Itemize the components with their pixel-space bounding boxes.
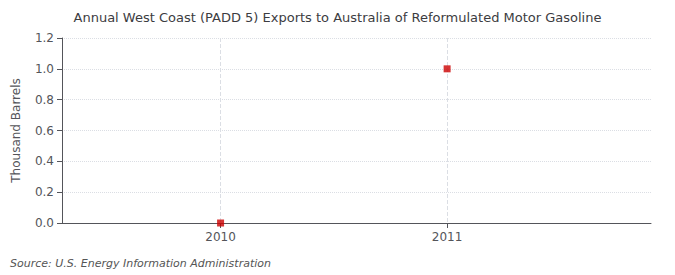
svg-text:1.2: 1.2 — [35, 31, 54, 45]
svg-text:2010: 2010 — [205, 230, 236, 244]
svg-text:Thousand Barrels: Thousand Barrels — [9, 78, 23, 183]
svg-text:Source: U.S. Energy Informatio: Source: U.S. Energy Information Administ… — [10, 257, 271, 270]
svg-text:Annual West Coast (PADD 5) Exp: Annual West Coast (PADD 5) Exports to Au… — [74, 10, 602, 25]
svg-text:0.0: 0.0 — [35, 216, 54, 230]
svg-text:0.2: 0.2 — [35, 185, 54, 199]
svg-text:0.8: 0.8 — [35, 93, 54, 107]
svg-text:2011: 2011 — [432, 230, 463, 244]
svg-text:1.0: 1.0 — [35, 62, 54, 76]
svg-text:0.4: 0.4 — [35, 154, 54, 168]
svg-text:0.6: 0.6 — [35, 124, 54, 138]
